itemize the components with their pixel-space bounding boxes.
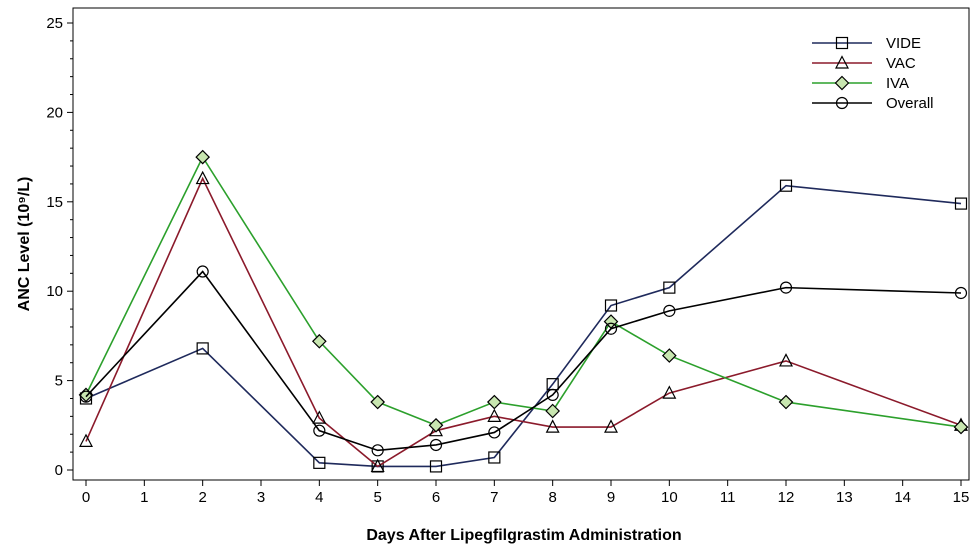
x-tick-label: 4 (315, 489, 323, 506)
x-axis: 0 1 2 3 4 5 6 7 8 9 10 11 12 13 14 15 (82, 480, 970, 506)
legend-label: VIDE (886, 35, 921, 52)
x-tick-label: 13 (836, 489, 853, 506)
data-point-vac (79, 433, 93, 447)
data-point-iva (953, 419, 969, 435)
data-point-vide (488, 451, 501, 464)
x-tick-label: 9 (607, 489, 615, 506)
legend-item-vide: VIDE (812, 35, 921, 52)
legend-item-iva: IVA (812, 75, 909, 92)
x-tick-label: 10 (661, 489, 678, 506)
x-tick-label: 2 (198, 489, 206, 506)
legend: VIDE VAC IVA Overall (812, 35, 934, 112)
y-tick-label: 5 (55, 373, 63, 390)
series-vide (79, 179, 968, 473)
data-point-overall (313, 424, 326, 437)
series-vac (79, 170, 968, 473)
data-point-overall (79, 390, 93, 403)
y-tick-label: 0 (55, 462, 63, 479)
series-line-vide (85, 184, 962, 468)
data-point-vac (662, 385, 677, 399)
data-point-iva (311, 333, 327, 349)
x-tick-label: 7 (490, 489, 498, 506)
data-point-vac (487, 408, 502, 422)
y-axis: 0 5 10 15 20 25 (46, 15, 73, 479)
legend-item-overall: Overall (812, 95, 934, 112)
x-axis-title: Days After Lipegfilgrastim Administratio… (366, 527, 681, 544)
series-line-vac (85, 176, 962, 468)
x-tick-label: 0 (82, 489, 90, 506)
data-point-iva (428, 417, 444, 433)
x-tick-label: 1 (140, 489, 148, 506)
x-tick-label: 6 (432, 489, 440, 506)
legend-marker-triangle-icon (835, 55, 849, 69)
data-point-vac (195, 170, 210, 185)
data-point-vac (370, 458, 385, 473)
data-point-vac (545, 419, 560, 433)
data-point-iva (370, 394, 386, 410)
data-point-vide (954, 197, 968, 210)
legend-label: IVA (886, 75, 909, 92)
data-point-overall (663, 304, 676, 317)
data-point-iva (661, 348, 677, 363)
data-point-overall (488, 426, 501, 439)
data-point-iva (545, 403, 561, 419)
y-tick-label: 10 (46, 283, 63, 300)
data-point-vide (429, 460, 443, 473)
series-layer (78, 149, 969, 473)
y-axis-title: ANC Level (10⁹/L) (16, 177, 33, 312)
data-point-vide (196, 342, 209, 355)
data-point-iva (778, 394, 794, 410)
x-tick-label: 3 (257, 489, 265, 506)
series-line-overall (85, 270, 962, 452)
data-point-iva (486, 394, 502, 410)
x-tick-label: 15 (953, 489, 970, 506)
data-point-overall (779, 281, 793, 294)
data-point-overall (371, 444, 384, 457)
x-tick-label: 12 (778, 489, 795, 506)
y-tick-label: 15 (46, 194, 63, 211)
plot-frame (72, 7, 970, 481)
data-point-vide (779, 179, 793, 192)
data-point-overall (954, 286, 968, 300)
data-point-overall (429, 438, 443, 452)
legend-label: Overall (886, 95, 934, 112)
legend-label: VAC (886, 55, 916, 72)
data-point-vac (604, 419, 618, 433)
data-point-vac (312, 410, 327, 424)
x-tick-label: 8 (548, 489, 556, 506)
data-point-overall (604, 322, 618, 335)
data-point-vac (429, 422, 443, 437)
data-point-iva (195, 149, 211, 165)
data-point-vide (663, 281, 676, 294)
data-point-vide (604, 299, 618, 312)
data-point-vide (313, 456, 326, 469)
data-point-overall (196, 265, 209, 278)
x-tick-label: 5 (373, 489, 381, 506)
legend-marker-circle-icon (835, 96, 849, 110)
series-iva (78, 149, 969, 435)
data-point-overall (546, 388, 559, 402)
x-tick-label: 14 (894, 489, 911, 506)
x-tick-label: 11 (720, 489, 736, 506)
legend-item-vac: VAC (812, 55, 916, 72)
y-tick-label: 25 (46, 15, 63, 32)
series-overall (79, 265, 968, 457)
legend-marker-diamond-icon (834, 75, 850, 91)
legend-marker-square-icon (835, 36, 849, 50)
y-tick-label: 20 (46, 104, 63, 121)
data-point-vac (779, 353, 793, 367)
